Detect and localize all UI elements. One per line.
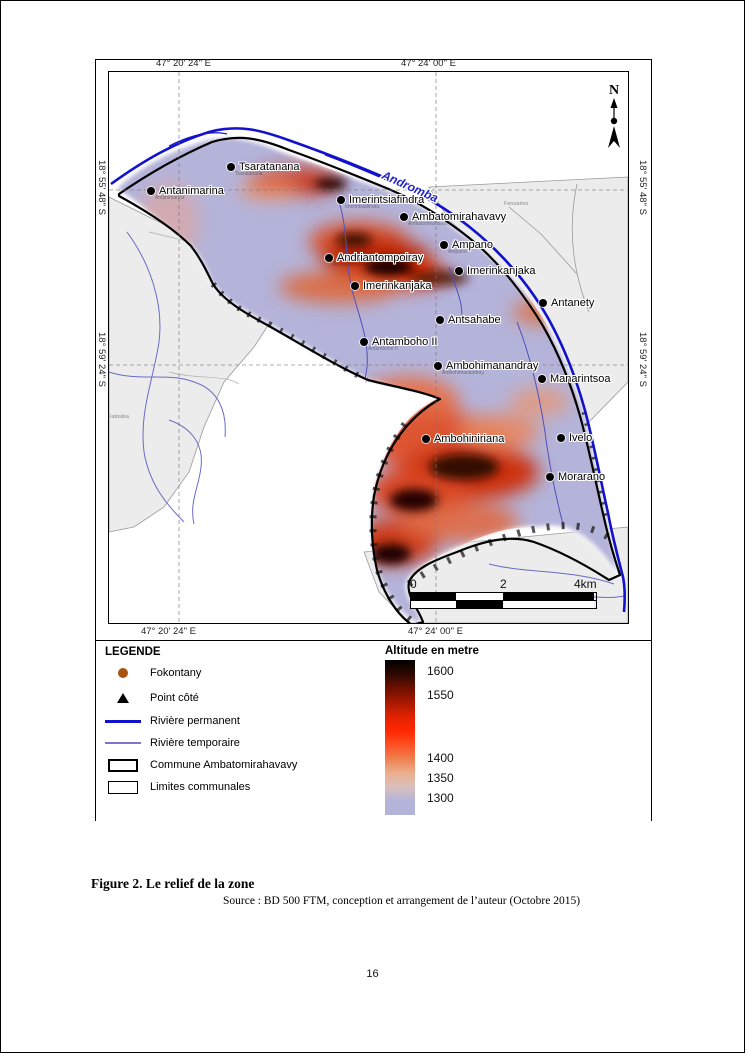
north-arrow: N [608, 83, 620, 148]
legend-item-thin-rect: Limites communales [105, 779, 297, 795]
scale-bar-labels: 0 2 4km [410, 577, 600, 592]
legend-item-label: Rivière temporaire [150, 737, 240, 749]
page-number: 16 [366, 968, 379, 980]
coord-top-right: 47° 24' 00" E [401, 58, 456, 69]
altitude-tick: 1400 [427, 750, 454, 765]
legend-item-fokontany-dot: Fokontany [105, 665, 297, 681]
scale-bar: 0 2 4km [410, 577, 600, 609]
altitude-tick-labels: 1600 1550 1400 1350 1300 [427, 660, 487, 815]
coord-left-lower: 18° 59' 24" S [96, 332, 107, 387]
scale-label-0: 0 [410, 577, 417, 591]
coord-bottom-right: 47° 24' 00" E [408, 626, 463, 637]
coord-top-left: 47° 20' 24" E [156, 58, 211, 69]
relief-map-graphic: Andromba N [109, 72, 628, 623]
thick-rect-icon [105, 758, 141, 772]
coord-left-upper: 18° 55' 48" S [96, 160, 107, 215]
figure-caption: Figure 2. Le relief de la zone [91, 876, 255, 891]
altitude-tick: 1550 [427, 687, 454, 702]
svg-text:N: N [609, 83, 619, 98]
figure-source: Source : BD 500 FTM, conception et arran… [223, 895, 581, 907]
legend-item-label: Rivière permanent [150, 715, 240, 727]
altitude-tick: 1300 [427, 790, 454, 805]
legend-item-label: Point côté [150, 692, 199, 704]
map-canvas: Andromba N 0 2 4km [108, 71, 629, 624]
scale-bar-row-top [410, 592, 597, 601]
coord-bottom-left: 47° 20' 24" E [141, 626, 196, 637]
graticule-layer [109, 72, 628, 623]
thick-blue-line-icon [105, 719, 141, 723]
commune-boundary [117, 136, 622, 623]
triangle-icon [105, 693, 141, 703]
thin-rect-icon [105, 780, 141, 794]
scale-bar-row-bottom [410, 601, 597, 609]
legend-item-label: Fokontany [150, 667, 202, 679]
coord-right-lower: 18° 59' 24" S [637, 332, 648, 387]
coord-right-upper: 18° 55' 48" S [637, 160, 648, 215]
legend-items: Fokontany Point côté Rivière permanent Rivi… [105, 665, 297, 801]
legend-item-thick-blue-line: Rivière permanent [105, 713, 297, 729]
altitude-tick: 1600 [427, 663, 454, 678]
legend-item-thin-blue-line: Rivière temporaire [105, 735, 297, 751]
scale-label-2: 2 [500, 577, 507, 591]
altitude-scale-title: Altitude en metre [385, 645, 479, 657]
legend-item-thick-rect: Commune Ambatomirahavavy [105, 757, 297, 773]
legend-item-label: Commune Ambatomirahavavy [150, 759, 298, 771]
legend-item-triangle: Point côté [105, 690, 297, 706]
altitude-scale: Altitude en metre 1600 1550 1400 1350 1300 [385, 641, 645, 821]
altitude-tick: 1350 [427, 770, 454, 785]
permanent-river-layer [110, 127, 626, 613]
figure-frame: 47° 20' 24" E 47° 24' 00" E 47° 20' 24" … [95, 58, 652, 821]
legend-title: LEGENDE [105, 646, 161, 658]
temporary-rivers-layer [109, 231, 625, 598]
scale-label-4km: 4km [574, 577, 597, 591]
fokontany-dot-icon [105, 668, 141, 678]
thin-blue-line-icon [105, 742, 141, 744]
legend-panel: LEGENDE Fokontany Point côté Rivière perma… [96, 640, 651, 821]
altitude-gradient-bar [385, 660, 415, 815]
legend-item-label: Limites communales [150, 781, 251, 793]
